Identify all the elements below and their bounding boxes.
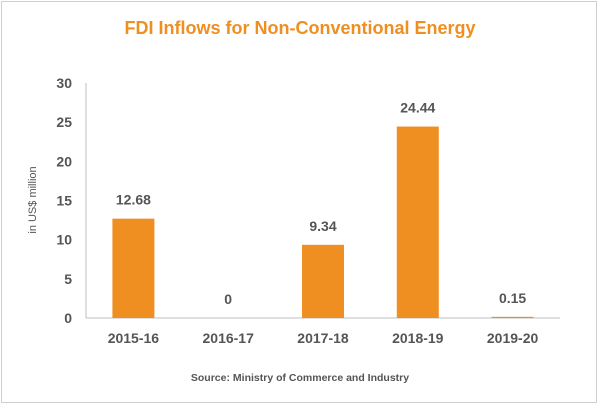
- y-tick-label: 15: [56, 193, 72, 209]
- bar: [302, 244, 344, 318]
- chart-title: FDI Inflows for Non-Conventional Energy: [124, 18, 476, 38]
- x-tick-label: 2016-17: [203, 330, 255, 346]
- x-tick-label: 2017-18: [297, 330, 349, 346]
- y-tick-label: 30: [56, 75, 72, 91]
- data-label: 9.34: [309, 218, 336, 234]
- bar: [396, 126, 439, 318]
- y-axis-label: in US$ million: [27, 166, 39, 233]
- x-tick-label: 2019-20: [487, 330, 539, 346]
- y-tick-label: 0: [64, 310, 72, 326]
- data-label: 12.68: [116, 192, 151, 208]
- bar-series: 12.68 0 9.34 24.44 0.15: [112, 100, 534, 318]
- data-label: 0: [224, 291, 232, 307]
- y-tick-label: 25: [56, 114, 72, 130]
- data-label: 24.44: [400, 100, 435, 116]
- bar: [491, 316, 534, 318]
- y-tick-label: 20: [56, 153, 72, 169]
- x-tick-label: 2018-19: [392, 330, 444, 346]
- y-tick-label: 5: [64, 271, 72, 287]
- data-label: 0.15: [499, 290, 526, 306]
- y-axis-ticks: 0 5 10 15 20 25 30: [56, 75, 72, 326]
- x-tick-label: 2015-16: [108, 330, 160, 346]
- y-tick-label: 10: [56, 232, 72, 248]
- chart-source: Source: Ministry of Commerce and Industr…: [190, 372, 410, 384]
- x-axis-ticks: 2015-16 2016-17 2017-18 2018-19 2019-20: [108, 330, 539, 346]
- bar: [112, 218, 155, 318]
